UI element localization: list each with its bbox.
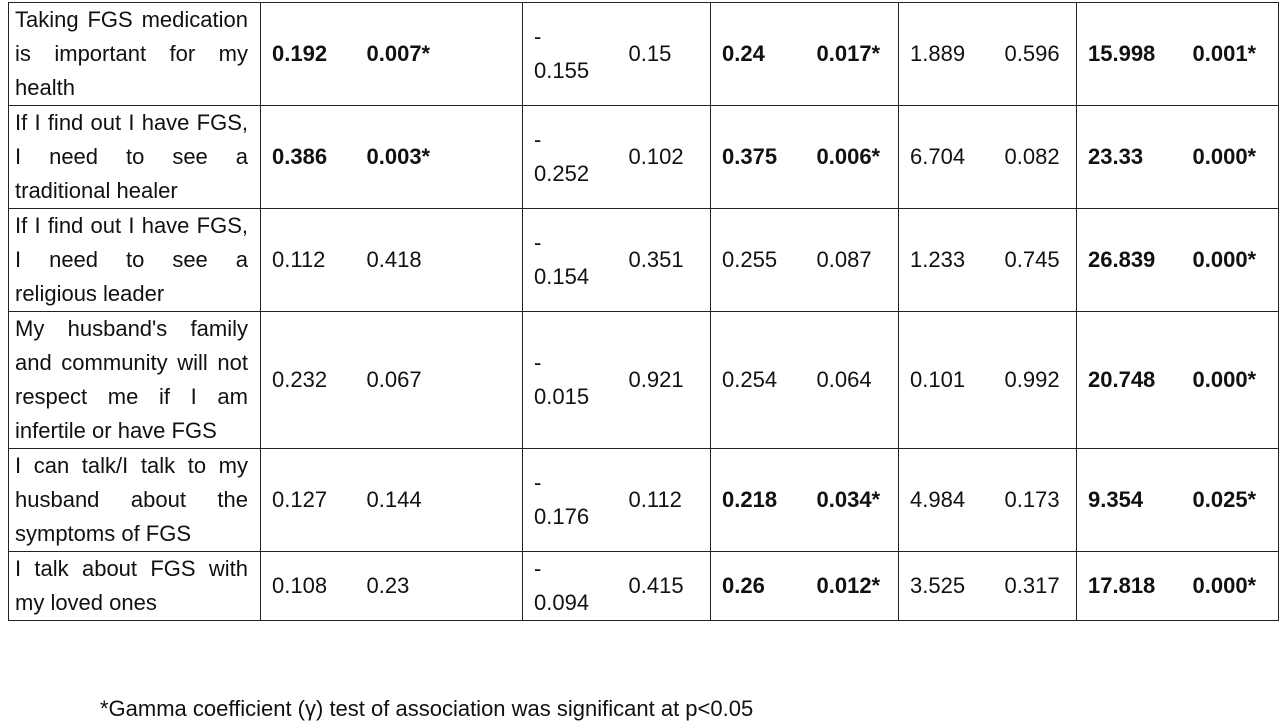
table-cell: 0.375 <box>710 105 806 209</box>
table-cell: 0.127 <box>260 448 356 552</box>
table-cell: 0.003* <box>355 105 523 209</box>
table-cell: 0.745 <box>993 208 1077 312</box>
table-cell: 0.064 <box>805 311 899 449</box>
row-label: My husband's family and community will n… <box>8 311 261 449</box>
table-cell: 20.748 <box>1076 311 1182 449</box>
table-cell: 6.704 <box>898 105 994 209</box>
table-cell: 0.087 <box>805 208 899 312</box>
table-row: Taking FGS medication is important for m… <box>8 2 1279 106</box>
table-cell: - 0.155 <box>522 2 618 106</box>
table-cell: 0.255 <box>710 208 806 312</box>
table-cell: 0.23 <box>355 551 523 621</box>
table-cell: - 0.176 <box>522 448 618 552</box>
table-row: I talk about FGS with my loved ones 0.108… <box>8 551 1279 621</box>
table-cell: 0.254 <box>710 311 806 449</box>
table-cell: 0.415 <box>617 551 711 621</box>
table-cell: 0.26 <box>710 551 806 621</box>
table-cell: 0.082 <box>993 105 1077 209</box>
table-cell: - 0.252 <box>522 105 618 209</box>
table-cell: 0.017* <box>805 2 899 106</box>
table-cell: 23.33 <box>1076 105 1182 209</box>
table-cell: 0.034* <box>805 448 899 552</box>
table-cell: 4.984 <box>898 448 994 552</box>
table-cell: 0.012* <box>805 551 899 621</box>
table-cell: 0.108 <box>260 551 356 621</box>
table-row: I can talk/I talk to my husband about th… <box>8 448 1279 552</box>
table-body: Taking FGS medication is important for m… <box>8 2 1279 621</box>
table-cell: 0.000* <box>1181 551 1279 621</box>
row-label: Taking FGS medication is important for m… <box>8 2 261 106</box>
table-cell: 0.992 <box>993 311 1077 449</box>
table-cell: - 0.154 <box>522 208 618 312</box>
table-cell: 0.007* <box>355 2 523 106</box>
table-cell: 0.232 <box>260 311 356 449</box>
table-cell: 0.144 <box>355 448 523 552</box>
table-cell: 0.000* <box>1181 208 1279 312</box>
table-cell: 1.889 <box>898 2 994 106</box>
table-cell: 1.233 <box>898 208 994 312</box>
table-cell: 0.101 <box>898 311 994 449</box>
table-cell: 0.025* <box>1181 448 1279 552</box>
table-cell: 0.596 <box>993 2 1077 106</box>
row-label: If I find out I have FGS, I need to see … <box>8 208 261 312</box>
table-cell: 0.112 <box>260 208 356 312</box>
table-cell: 0.192 <box>260 2 356 106</box>
table-cell: 26.839 <box>1076 208 1182 312</box>
table-cell: 0.386 <box>260 105 356 209</box>
table-cell: 0.351 <box>617 208 711 312</box>
table-row: My husband's family and community will n… <box>8 311 1279 449</box>
table-cell: 0.317 <box>993 551 1077 621</box>
table-cell: 0.067 <box>355 311 523 449</box>
table-cell: 9.354 <box>1076 448 1182 552</box>
table-cell: 0.921 <box>617 311 711 449</box>
row-label: If I find out I have FGS, I need to see … <box>8 105 261 209</box>
results-table: Taking FGS medication is important for m… <box>8 2 1279 621</box>
table-cell: 15.998 <box>1076 2 1182 106</box>
table-cell: 0.102 <box>617 105 711 209</box>
table-cell: 0.006* <box>805 105 899 209</box>
table-row: If I find out I have FGS, I need to see … <box>8 208 1279 312</box>
table-cell: - 0.094 <box>522 551 618 621</box>
footnote: *Gamma coefficient (γ) test of associati… <box>100 696 754 721</box>
table-cell: - 0.015 <box>522 311 618 449</box>
table-cell: 0.000* <box>1181 105 1279 209</box>
table-cell: 0.15 <box>617 2 711 106</box>
row-label: I talk about FGS with my loved ones <box>8 551 261 621</box>
table-cell: 0.418 <box>355 208 523 312</box>
table-cell: 0.000* <box>1181 311 1279 449</box>
table-cell: 0.173 <box>993 448 1077 552</box>
table-cell: 0.218 <box>710 448 806 552</box>
table-cell: 3.525 <box>898 551 994 621</box>
table-cell: 0.001* <box>1181 2 1279 106</box>
table-row: If I find out I have FGS, I need to see … <box>8 105 1279 209</box>
table-cell: 0.112 <box>617 448 711 552</box>
row-label: I can talk/I talk to my husband about th… <box>8 448 261 552</box>
table-cell: 0.24 <box>710 2 806 106</box>
table-cell: 17.818 <box>1076 551 1182 621</box>
